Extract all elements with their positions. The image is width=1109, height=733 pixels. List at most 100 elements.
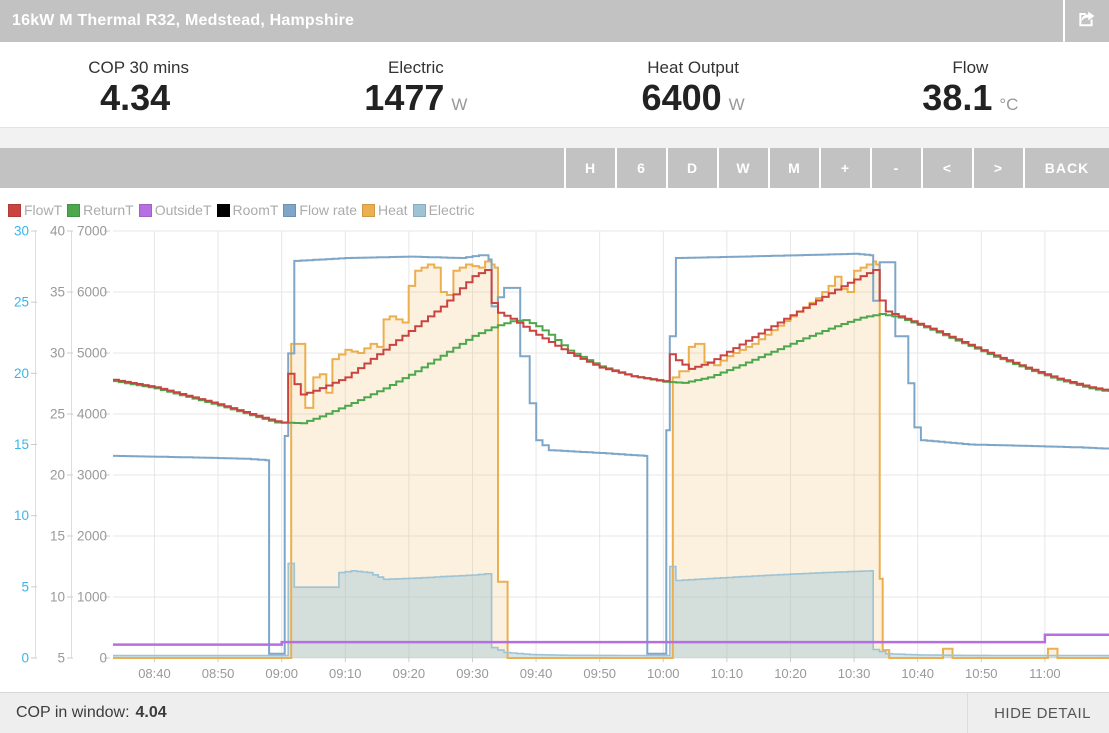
y-tick-label-power: 1000	[77, 590, 107, 605]
y-tick-label-flow: 20	[14, 366, 29, 381]
series-line-flowt	[113, 269, 1109, 424]
x-tick-label: 08:50	[202, 666, 235, 681]
stat-electric-label: Electric	[388, 57, 444, 77]
stat-heat-output-value: 6400	[641, 76, 722, 118]
chart-legend: FlowT ReturnT OutsideT RoomT Flow rate Heat El…	[8, 202, 479, 218]
y-tick-label-temp: 30	[50, 346, 65, 361]
legend-item-outsidet[interactable]: OutsideT	[138, 202, 212, 218]
legend-label-roomt: RoomT	[232, 202, 279, 218]
cop-window-text: COP in window: 4.04	[16, 704, 167, 721]
stat-flow-value: 38.1	[922, 76, 993, 118]
series-line-outsidet	[113, 633, 1109, 646]
x-tick-label: 09:40	[520, 666, 553, 681]
x-tick-label: 10:50	[965, 666, 998, 681]
title-bar: 16kW M Thermal R32, Medstead, Hampshire	[0, 0, 1109, 42]
stat-cop: COP 30 mins 4.34	[0, 42, 277, 127]
legend-swatch-electric	[412, 203, 426, 217]
legend-item-heat[interactable]: Heat	[362, 202, 408, 218]
legend-swatch-returnt	[67, 203, 81, 217]
y-tick-label-power: 5000	[77, 346, 107, 361]
y-tick-label-flow: 30	[14, 224, 29, 239]
toolbar-button-pan-left[interactable]: <	[921, 148, 972, 188]
toolbar-button-week[interactable]: W	[717, 148, 768, 188]
toolbar-button-month[interactable]: M	[768, 148, 819, 188]
legend-label-returnt: ReturnT	[83, 202, 134, 218]
series-line-electric	[113, 562, 1109, 657]
x-tick-label: 10:40	[901, 666, 934, 681]
series-line-flow-rate	[113, 252, 1109, 655]
x-tick-label: 10:20	[774, 666, 807, 681]
stat-cop-label: COP 30 mins	[88, 57, 190, 77]
legend-swatch-outsidet	[138, 203, 152, 217]
legend-item-roomt[interactable]: RoomT	[216, 202, 279, 218]
stat-flow: Flow 38.1 °C	[832, 42, 1109, 127]
series-fill-electric	[113, 563, 1109, 658]
toolbar-button-pan-right[interactable]: >	[972, 148, 1023, 188]
y-tick-label-flow: 15	[14, 437, 29, 452]
legend-label-electric: Electric	[428, 202, 475, 218]
y-tick-label-power: 0	[99, 651, 107, 666]
x-tick-label: 10:10	[711, 666, 744, 681]
y-tick-label-power: 7000	[77, 224, 107, 239]
share-icon	[1077, 9, 1097, 34]
x-tick-label: 10:30	[838, 666, 871, 681]
legend-label-outsidet: OutsideT	[154, 202, 212, 218]
toolbar-button-back[interactable]: BACK	[1023, 148, 1109, 188]
x-tick-label: 08:40	[138, 666, 171, 681]
legend-swatch-heat	[362, 203, 375, 217]
legend-item-electric[interactable]: Electric	[412, 202, 475, 218]
y-tick-label-power: 6000	[77, 285, 107, 300]
legend-label-flowt: FlowT	[24, 202, 63, 218]
series-fill-heat	[113, 261, 1109, 658]
y-tick-label-temp: 35	[50, 285, 65, 300]
y-tick-label-temp: 10	[50, 590, 65, 605]
stat-heat-output: Heat Output 6400 W	[555, 42, 832, 127]
stat-cop-value: 4.34	[100, 76, 171, 118]
stat-electric: Electric 1477 W	[277, 42, 554, 127]
x-tick-label: 09:20	[393, 666, 426, 681]
x-tick-label: 09:10	[329, 666, 362, 681]
y-tick-label-temp: 5	[57, 651, 65, 666]
toolbar-button-zoom-out[interactable]: -	[870, 148, 921, 188]
chart-plot-area[interactable]: 08:40 08:50 09:00 09:10 09:20 09:30 09:40 09:50…	[0, 188, 1109, 692]
legend-label-heat: Heat	[378, 202, 408, 218]
legend-swatch-flow-rate	[283, 203, 297, 217]
time-toolbar: H 6 D W M + - < > BACK	[0, 148, 1109, 188]
legend-item-flowt[interactable]: FlowT	[8, 202, 62, 218]
y-tick-label-flow: 5	[21, 579, 29, 594]
stat-electric-value: 1477	[364, 76, 445, 118]
stat-electric-unit: W	[451, 94, 468, 114]
stats-row: COP 30 mins 4.34 Electric 1477 W Heat Out…	[0, 42, 1109, 128]
cop-window-value: 4.04	[135, 704, 167, 721]
x-tick-label: 09:30	[456, 666, 489, 681]
stat-heat-output-unit: W	[728, 94, 745, 114]
page-title: 16kW M Thermal R32, Medstead, Hampshire	[12, 12, 355, 29]
stat-flow-label: Flow	[952, 57, 989, 77]
footer-bar: COP in window: 4.04 HIDE DETAIL	[0, 692, 1109, 733]
stat-heat-output-label: Heat Output	[647, 57, 739, 77]
y-tick-label-power: 2000	[77, 529, 107, 544]
legend-item-returnt[interactable]: ReturnT	[67, 202, 134, 218]
chart-section: FlowT ReturnT OutsideT RoomT Flow rate Heat El…	[0, 188, 1109, 692]
y-tick-label-power: 4000	[77, 407, 107, 422]
legend-swatch-flowt	[8, 203, 21, 217]
stat-flow-unit: °C	[999, 94, 1019, 114]
x-tick-label: 09:50	[583, 666, 616, 681]
legend-swatch-roomt	[216, 203, 230, 217]
y-tick-label-temp: 40	[50, 224, 65, 239]
share-button[interactable]	[1063, 0, 1109, 42]
y-tick-label-flow: 0	[21, 651, 29, 666]
y-tick-label-power: 3000	[77, 468, 107, 483]
series-line-heat	[113, 260, 1109, 659]
hide-detail-button[interactable]: HIDE DETAIL	[967, 693, 1109, 733]
legend-item-flow-rate[interactable]: Flow rate	[283, 202, 357, 218]
toolbar-button-hour[interactable]: H	[564, 148, 615, 188]
spacer-band	[0, 128, 1109, 148]
toolbar-button-6h[interactable]: 6	[615, 148, 666, 188]
toolbar-button-day[interactable]: D	[666, 148, 717, 188]
x-tick-label: 10:00	[647, 666, 680, 681]
y-tick-label-temp: 15	[50, 529, 65, 544]
y-tick-label-flow: 10	[14, 508, 29, 523]
toolbar-button-zoom-in[interactable]: +	[819, 148, 870, 188]
